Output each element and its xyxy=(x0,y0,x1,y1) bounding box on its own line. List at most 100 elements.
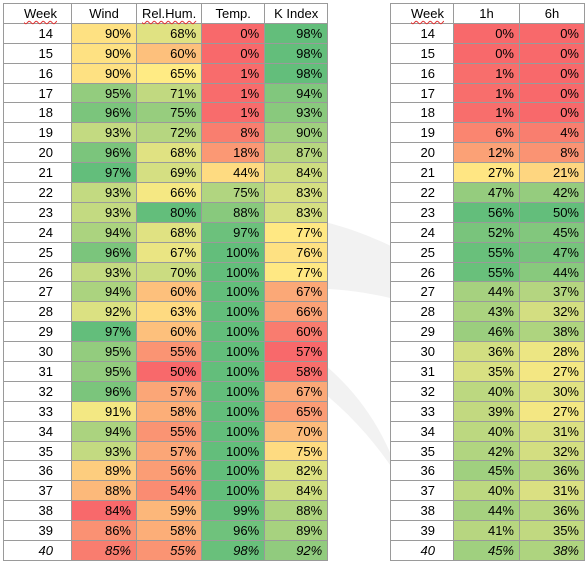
wind-cell: 91% xyxy=(71,400,137,422)
rel-hum-cell: 60% xyxy=(135,42,203,64)
table-row: 24 94% 68% 97% 77% xyxy=(3,221,329,243)
table-row: 30 95% 55% 100% 57% xyxy=(3,341,329,363)
rel-hum-cell: 68% xyxy=(135,22,203,44)
rel-hum-cell: 50% xyxy=(135,361,203,382)
k-index-cell: 76% xyxy=(264,241,329,263)
wind-cell: 93% xyxy=(71,440,137,462)
temp-cell: 96% xyxy=(201,520,266,542)
1h-cell: 43% xyxy=(453,301,520,323)
k-index-cell: 75% xyxy=(264,440,329,462)
temp-cell: 100% xyxy=(201,480,266,502)
week-cell: 31 xyxy=(3,361,72,382)
rel-hum-cell: 70% xyxy=(135,261,203,283)
table-row: 27 94% 60% 100% 67% xyxy=(3,281,329,303)
table-row: 14 90% 68% 0% 98% xyxy=(3,22,329,44)
table-row: 23 56% 50% xyxy=(390,201,585,223)
table-row: 15 90% 60% 0% 98% xyxy=(3,42,329,64)
week-cell: 20 xyxy=(390,142,454,164)
rel-hum-cell: 75% xyxy=(135,102,203,124)
6h-cell: 21% xyxy=(519,162,585,184)
1h-cell: 40% xyxy=(453,420,520,442)
table-row: 16 1% 0% xyxy=(390,62,585,84)
1h-cell: 42% xyxy=(453,440,520,462)
table-row: 22 93% 66% 75% 83% xyxy=(3,182,329,203)
week-cell: 19 xyxy=(390,122,454,144)
rel-hum-cell: 63% xyxy=(135,301,203,323)
6h-cell: 0% xyxy=(519,22,585,44)
week-cell: 38 xyxy=(390,500,454,522)
header-1h: 1h xyxy=(453,3,520,24)
week-cell: 35 xyxy=(390,440,454,462)
table-row: 36 45% 36% xyxy=(390,460,585,482)
table-row: 32 40% 30% xyxy=(390,380,585,402)
wind-cell: 96% xyxy=(71,142,137,164)
week-cell: 19 xyxy=(3,122,72,144)
wind-cell: 89% xyxy=(71,460,137,482)
week-cell: 32 xyxy=(390,380,454,402)
k-index-cell: 98% xyxy=(264,42,329,64)
table-row: 15 0% 0% xyxy=(390,42,585,64)
temp-cell: 88% xyxy=(201,201,266,223)
rel-hum-cell: 66% xyxy=(135,182,203,203)
rel-hum-cell: 80% xyxy=(135,201,203,223)
6h-cell: 36% xyxy=(519,460,585,482)
week-cell: 30 xyxy=(390,341,454,363)
wind-cell: 84% xyxy=(71,500,137,522)
header-temp: Temp. xyxy=(201,3,266,24)
week-cell: 39 xyxy=(3,520,72,542)
table-row: 40 45% 38% xyxy=(390,540,585,561)
rel-hum-cell: 68% xyxy=(135,221,203,243)
k-index-cell: 98% xyxy=(264,62,329,84)
1h-cell: 55% xyxy=(453,241,520,263)
table-row: 19 93% 72% 8% 90% xyxy=(3,122,329,144)
table-row: 20 96% 68% 18% 87% xyxy=(3,142,329,164)
table-row: 28 43% 32% xyxy=(390,301,585,323)
wind-cell: 94% xyxy=(71,281,137,303)
temp-cell: 100% xyxy=(201,301,266,323)
temp-cell: 1% xyxy=(201,102,266,124)
rel-hum-cell: 71% xyxy=(135,82,203,104)
rel-hum-cell: 55% xyxy=(135,420,203,442)
week-cell: 24 xyxy=(390,221,454,243)
temp-cell: 100% xyxy=(201,241,266,263)
temp-cell: 100% xyxy=(201,321,266,343)
k-index-cell: 67% xyxy=(264,380,329,402)
week-cell: 23 xyxy=(390,201,454,223)
week-cell: 28 xyxy=(390,301,454,323)
week-cell: 35 xyxy=(3,440,72,462)
week-cell: 14 xyxy=(3,22,72,44)
wind-cell: 90% xyxy=(71,42,137,64)
k-index-cell: 67% xyxy=(264,281,329,303)
table-row: 16 90% 65% 1% 98% xyxy=(3,62,329,84)
temp-cell: 8% xyxy=(201,122,266,144)
k-index-cell: 84% xyxy=(264,480,329,502)
1h-cell: 45% xyxy=(453,540,520,561)
table-row: 24 52% 45% xyxy=(390,221,585,243)
table-row: 28 92% 63% 100% 66% xyxy=(3,301,329,323)
rel-hum-cell: 59% xyxy=(135,500,203,522)
header-wind: Wind xyxy=(71,3,137,24)
table-row: 38 84% 59% 99% 88% xyxy=(3,500,329,522)
6h-cell: 36% xyxy=(519,500,585,522)
1h-cell: 46% xyxy=(453,321,520,343)
week-cell: 34 xyxy=(390,420,454,442)
1h-cell: 6% xyxy=(453,122,520,144)
temp-cell: 1% xyxy=(201,82,266,104)
6h-cell: 35% xyxy=(519,520,585,542)
week-cell: 39 xyxy=(390,520,454,542)
6h-cell: 45% xyxy=(519,221,585,243)
week-cell: 29 xyxy=(3,321,72,343)
table-row: 14 0% 0% xyxy=(390,22,585,44)
6h-cell: 0% xyxy=(519,62,585,84)
k-index-cell: 84% xyxy=(264,162,329,184)
k-index-cell: 98% xyxy=(264,22,329,44)
wind-cell: 90% xyxy=(71,22,137,44)
week-cell: 30 xyxy=(3,341,72,363)
k-index-cell: 77% xyxy=(264,261,329,283)
wind-cell: 93% xyxy=(71,122,137,144)
wind-cell: 90% xyxy=(71,62,137,84)
6h-cell: 0% xyxy=(519,82,585,104)
temp-cell: 100% xyxy=(201,400,266,422)
rel-hum-cell: 57% xyxy=(135,380,203,402)
week-cell: 28 xyxy=(3,301,72,323)
